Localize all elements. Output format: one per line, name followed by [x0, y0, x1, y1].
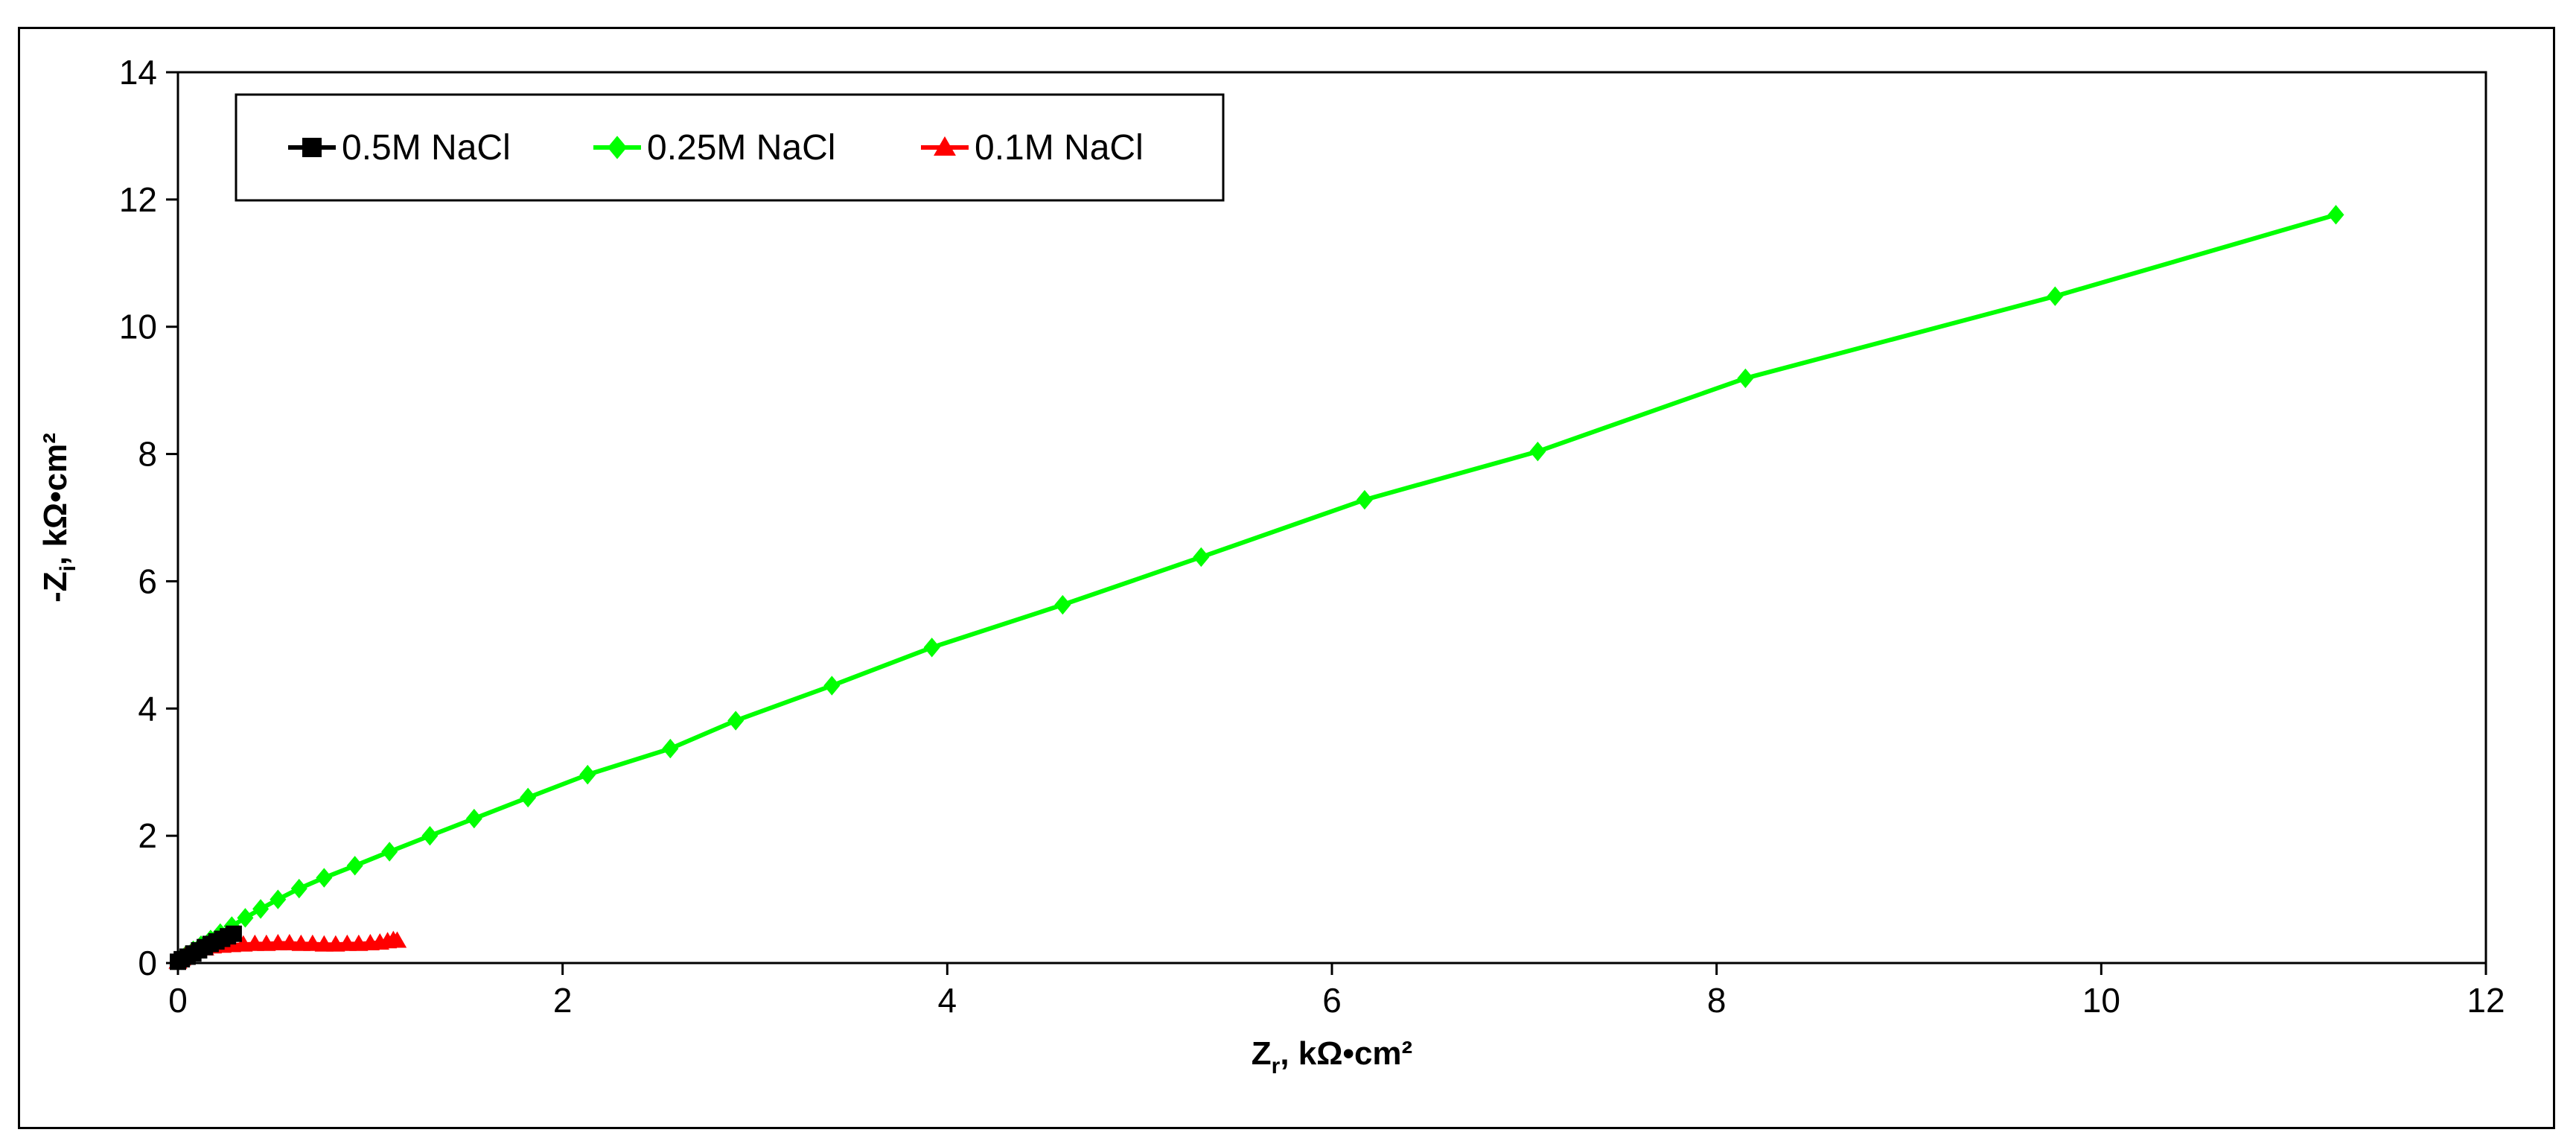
data-point: [252, 899, 270, 919]
legend-item: 0.25M NaCl: [593, 128, 835, 168]
impedance-chart: 0 2 4 6 8 10 12 0 2 4 6 8 10 12 14 0.5M NaCl 0.25M NaCl…: [37, 53, 2505, 1078]
data-point: [1193, 547, 1210, 568]
x-tick-label: 2: [553, 981, 573, 1020]
data-point: [303, 934, 322, 951]
y-tick-label: 6: [138, 562, 157, 600]
x-axis-title-subscript: r: [1272, 1054, 1281, 1078]
data-point: [823, 676, 841, 696]
legend-label: 0.5M NaCl: [342, 128, 511, 168]
axes: 0 2 4 6 8 10 12 0 2 4 6 8 10 12 14: [119, 53, 2505, 1020]
y-axis-title-subscript: i: [56, 565, 80, 571]
y-axis-title: -Zi, kΩ•cm²: [37, 433, 80, 603]
data-point: [421, 825, 439, 846]
y-tick-label: 10: [119, 308, 157, 346]
data-point: [225, 925, 242, 942]
series-square: [170, 925, 242, 970]
legend-item: 0.5M NaCl: [288, 128, 511, 168]
data-point: [923, 638, 940, 658]
data-point: [579, 764, 596, 785]
x-axis-title: Zr, kΩ•cm²: [1252, 1035, 1412, 1078]
legend-marker: [608, 136, 627, 159]
legend-marker: [934, 136, 956, 156]
x-tick-label: 6: [1322, 981, 1342, 1020]
y-tick-label: 0: [138, 944, 157, 982]
data-point: [662, 738, 679, 759]
data-point: [1356, 489, 1373, 510]
y-tick-label: 2: [138, 816, 157, 855]
data-point: [520, 787, 537, 808]
data-point: [290, 878, 307, 899]
data-point: [1054, 594, 1071, 615]
y-axis-title-symbol: -Z: [37, 571, 74, 603]
x-tick-label: 4: [938, 981, 957, 1020]
x-tick-label: 8: [1707, 981, 1727, 1020]
legend-item: 0.1M NaCl: [921, 128, 1144, 168]
legend-label: 0.1M NaCl: [975, 128, 1144, 168]
y-tick-label: 8: [138, 435, 157, 474]
data-point: [237, 908, 254, 928]
x-axis-title-symbol: Z: [1252, 1035, 1272, 1072]
x-tick-label: 0: [168, 981, 188, 1020]
data-point: [2047, 286, 2064, 306]
x-tick-label: 10: [2082, 981, 2120, 1020]
legend-box: [235, 93, 1225, 202]
data-point: [1737, 368, 1754, 389]
data-point: [346, 856, 363, 876]
data-point: [270, 889, 287, 909]
data-point: [381, 842, 398, 862]
x-tick-label: 12: [2467, 981, 2505, 1020]
data-point: [387, 931, 407, 948]
plot-area: [176, 71, 2487, 965]
legend-label: 0.25M NaCl: [647, 128, 835, 168]
y-tick-label: 4: [138, 689, 157, 728]
series-layer: [168, 205, 2344, 970]
data-point: [2327, 205, 2344, 225]
y-tick-label: 14: [119, 53, 157, 92]
legend: 0.5M NaCl 0.25M NaCl 0.1M NaCl: [235, 93, 1225, 202]
data-point: [1529, 441, 1546, 462]
legend-marker: [302, 138, 322, 157]
y-tick-label: 12: [119, 180, 157, 219]
data-point: [316, 868, 333, 888]
data-point: [727, 711, 745, 731]
data-point: [280, 933, 299, 950]
y-axis-title-unit: , kΩ•cm²: [37, 433, 74, 565]
chart-frame: 0 2 4 6 8 10 12 0 2 4 6 8 10 12 14 0.5M NaCl 0.25M NaCl…: [18, 27, 2555, 1129]
data-point: [465, 808, 482, 829]
x-axis-title-unit: , kΩ•cm²: [1280, 1035, 1412, 1072]
